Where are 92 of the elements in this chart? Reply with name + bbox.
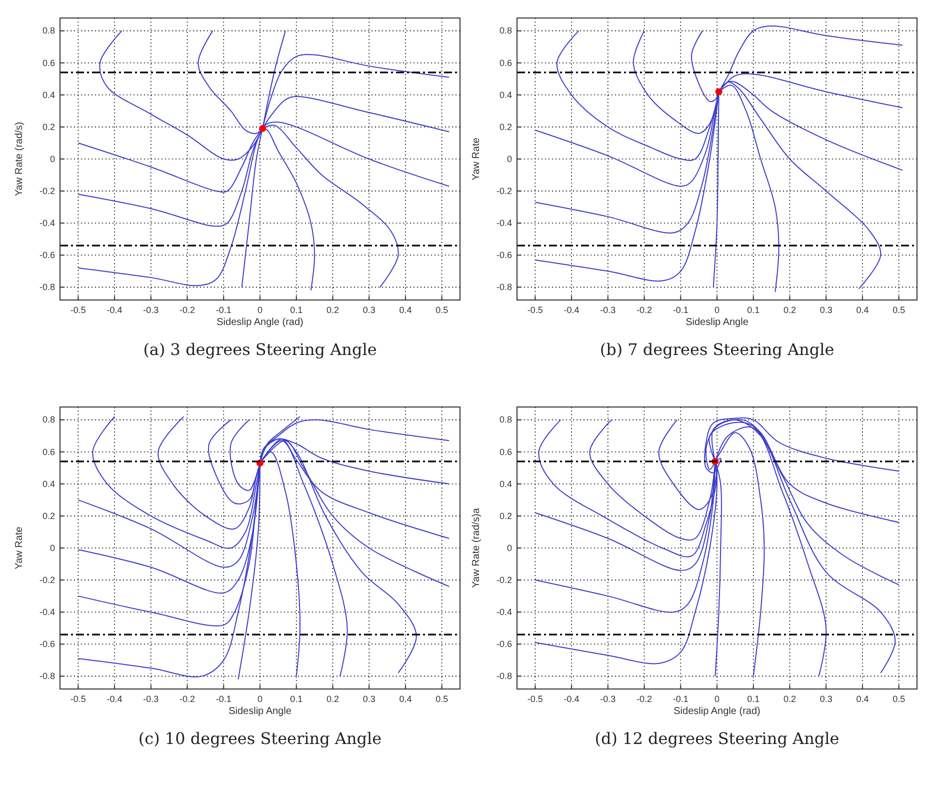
x-tick-label: 0.2 — [326, 694, 339, 704]
x-tick-label: 0.4 — [856, 694, 869, 704]
x-tick-label: -0.1 — [216, 694, 232, 704]
y-tick-label: 0.4 — [42, 90, 55, 100]
y-tick-label: -0.2 — [496, 186, 512, 196]
y-axis-title: Yaw Rate (rad/s) — [14, 122, 25, 196]
y-tick-label: -0.4 — [496, 218, 512, 228]
x-axis-title: Sideslip Angle (rad) — [216, 317, 304, 328]
y-tick-label: -0.6 — [39, 639, 55, 650]
y-tick-label: 0.6 — [499, 446, 512, 457]
x-tick-label: -0.2 — [636, 694, 652, 704]
x-tick-label: -0.3 — [600, 305, 616, 315]
y-tick-label: 0.4 — [499, 478, 512, 489]
text: (c) 10 degrees Steering Angle — [138, 729, 382, 748]
x-tick-label: 0.5 — [892, 694, 906, 704]
y-tick-label: -0.4 — [39, 218, 55, 228]
x-tick-label: 0.4 — [399, 694, 412, 704]
x-tick-label: -0.3 — [600, 694, 616, 704]
text: (d) 12 degrees Steering Angle — [594, 729, 840, 748]
x-tick-label: 0.3 — [820, 305, 832, 315]
y-tick-label: 0 — [50, 154, 55, 164]
x-tick-label: -0.4 — [106, 694, 122, 704]
y-tick-label: -0.6 — [496, 639, 512, 650]
y-tick-label: 0.6 — [499, 58, 512, 68]
y-tick-label: 0.2 — [42, 510, 55, 521]
y-tick-label: -0.8 — [496, 282, 512, 292]
x-tick-label: -0.2 — [180, 305, 196, 315]
x-tick-label: 0 — [257, 305, 263, 315]
y-tick-label: -0.8 — [39, 671, 55, 682]
x-tick-label: -0.5 — [527, 694, 543, 704]
y-tick-label: 0.8 — [499, 414, 512, 425]
x-tick-label: 0 — [714, 305, 720, 315]
x-tick-label: 0.5 — [436, 694, 448, 704]
x-axis-title: Sideslip Angle — [228, 706, 292, 717]
x-tick-label: 0.3 — [362, 305, 376, 315]
y-axis-title: Yaw Rate — [471, 137, 482, 180]
y-tick-label: -0.6 — [496, 250, 512, 260]
x-axis-title: Sideslip Angle (rad) — [674, 706, 760, 717]
y-tick-label: -0.4 — [39, 606, 55, 617]
x-tick-label: -0.1 — [672, 694, 688, 704]
y-tick-label: 0.8 — [42, 26, 55, 36]
x-tick-label: 0.5 — [892, 305, 906, 315]
x-tick-label: 0 — [714, 694, 720, 704]
y-tick-label: -0.2 — [39, 574, 55, 585]
y-tick-label: 0.2 — [499, 122, 512, 132]
x-tick-label: -0.1 — [216, 305, 232, 315]
x-tick-label: 0.5 — [436, 305, 448, 315]
x-tick-label: 0.4 — [856, 305, 869, 315]
x-tick-label: 0 — [257, 694, 263, 704]
y-tick-label: 0.8 — [499, 26, 512, 36]
x-tick-label: 0.1 — [290, 305, 303, 315]
x-tick-label: 0.3 — [820, 694, 832, 704]
y-tick-label: -0.8 — [496, 671, 512, 682]
y-tick-label: -0.8 — [39, 282, 55, 292]
y-tick-label: 0.8 — [42, 414, 55, 425]
y-tick-label: 0 — [506, 154, 512, 164]
y-tick-label: 0.4 — [42, 478, 55, 489]
y-tick-label: 0.2 — [499, 510, 512, 521]
x-tick-label: -0.4 — [106, 305, 122, 315]
x-tick-label: 0.1 — [747, 694, 760, 704]
x-axis-title: Sideslip Angle — [686, 317, 749, 328]
text: (b) 7 degrees Steering Angle — [600, 340, 834, 359]
x-tick-label: -0.4 — [564, 305, 580, 315]
y-tick-label: 0.6 — [42, 446, 55, 457]
x-tick-label: -0.3 — [143, 694, 159, 704]
y-tick-label: 0.6 — [42, 58, 55, 68]
x-tick-label: -0.2 — [636, 305, 652, 315]
y-tick-label: 0.4 — [499, 90, 512, 100]
x-tick-label: -0.2 — [180, 694, 196, 704]
y-tick-label: 0 — [506, 542, 512, 553]
x-tick-label: -0.4 — [564, 694, 580, 704]
y-tick-label: -0.4 — [496, 606, 512, 617]
x-tick-label: 0.2 — [783, 305, 796, 315]
x-tick-label: -0.3 — [143, 305, 159, 315]
x-tick-label: 0.1 — [290, 694, 303, 704]
y-tick-label: 0 — [50, 542, 55, 553]
y-axis-title: Yaw Rate — [14, 526, 25, 570]
x-tick-label: 0.3 — [362, 694, 376, 704]
y-tick-label: -0.6 — [39, 250, 55, 260]
text: (a) 3 degrees Steering Angle — [143, 340, 377, 359]
x-tick-label: -0.5 — [527, 305, 543, 315]
y-tick-label: -0.2 — [39, 186, 55, 196]
x-tick-label: 0.2 — [783, 694, 796, 704]
x-tick-label: -0.5 — [70, 305, 86, 315]
x-tick-label: -0.1 — [672, 305, 688, 315]
x-tick-label: -0.5 — [70, 694, 86, 704]
y-axis-title: Yaw Rate (rad/s)a — [471, 508, 482, 588]
y-tick-label: 0.2 — [42, 122, 55, 132]
x-tick-label: 0.2 — [326, 305, 339, 315]
x-tick-label: 0.4 — [399, 305, 412, 315]
y-tick-label: -0.2 — [496, 574, 512, 585]
x-tick-label: 0.1 — [747, 305, 760, 315]
